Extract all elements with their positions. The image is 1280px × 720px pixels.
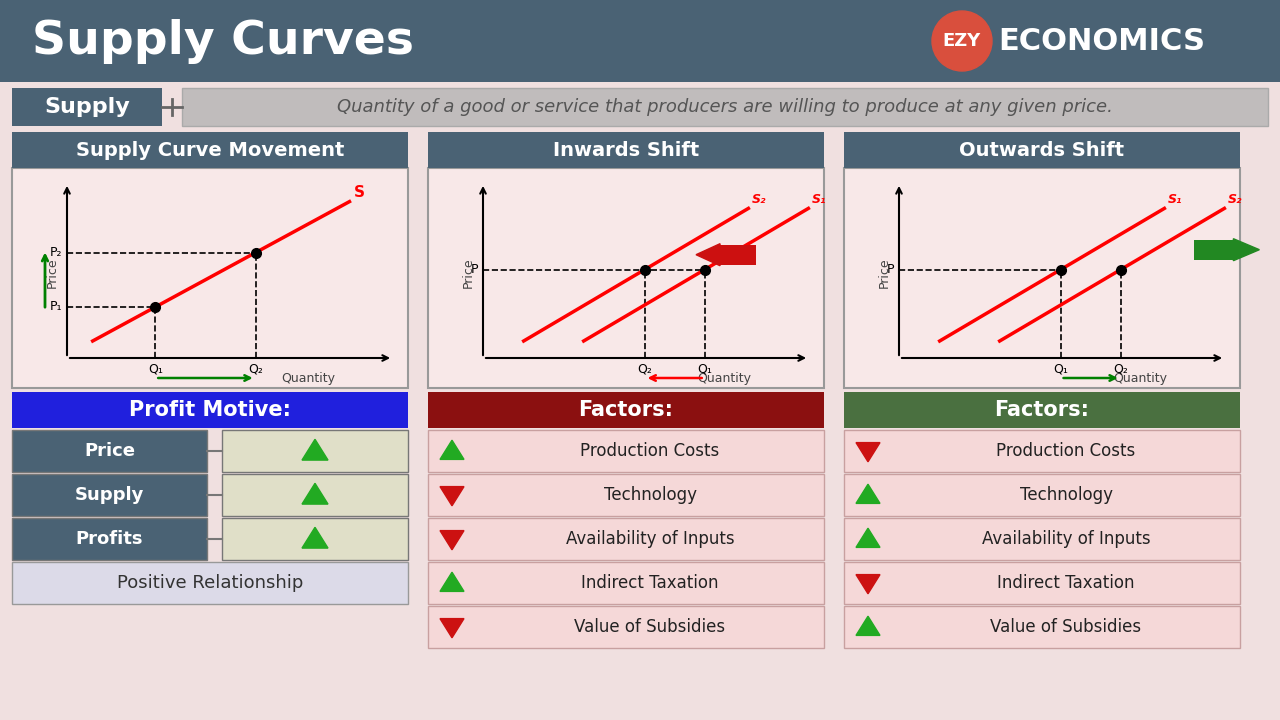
- Bar: [844, 132, 1240, 168]
- Bar: [844, 474, 1240, 516]
- Text: Q₁: Q₁: [1053, 363, 1068, 376]
- Text: EZY: EZY: [943, 32, 982, 50]
- Polygon shape: [440, 440, 465, 459]
- Polygon shape: [856, 616, 881, 636]
- Bar: [428, 430, 824, 472]
- Text: S₂: S₂: [751, 194, 765, 207]
- Bar: [12, 392, 408, 428]
- Bar: [428, 606, 824, 648]
- Polygon shape: [302, 483, 328, 504]
- Text: Price: Price: [84, 442, 134, 460]
- Polygon shape: [440, 572, 465, 591]
- Bar: [12, 474, 207, 516]
- Text: P: P: [471, 263, 477, 276]
- Bar: [12, 518, 207, 560]
- Text: Availability of Inputs: Availability of Inputs: [566, 530, 735, 548]
- Text: Supply Curve Movement: Supply Curve Movement: [76, 140, 344, 160]
- Text: Positive Relationship: Positive Relationship: [116, 574, 303, 592]
- Bar: [844, 168, 1240, 388]
- Polygon shape: [302, 439, 328, 460]
- Text: Supply: Supply: [44, 97, 129, 117]
- Text: S₂: S₂: [1228, 194, 1242, 207]
- Text: Technology: Technology: [603, 486, 696, 504]
- Text: Technology: Technology: [1019, 486, 1112, 504]
- Text: Quantity: Quantity: [1112, 372, 1167, 385]
- Text: Quantity of a good or service that producers are willing to produce at any given: Quantity of a good or service that produ…: [337, 98, 1112, 116]
- Text: Price: Price: [878, 258, 891, 288]
- Bar: [0, 0, 1280, 82]
- Polygon shape: [856, 443, 881, 462]
- Text: Q₂: Q₂: [1114, 363, 1128, 376]
- Bar: [844, 606, 1240, 648]
- Text: Factors:: Factors:: [579, 400, 673, 420]
- Bar: [844, 518, 1240, 560]
- Text: Outwards Shift: Outwards Shift: [960, 140, 1125, 160]
- Text: P: P: [887, 263, 893, 276]
- Text: Value of Subsidies: Value of Subsidies: [991, 618, 1142, 636]
- Text: S₁: S₁: [1167, 194, 1181, 207]
- Circle shape: [932, 11, 992, 71]
- Text: Indirect Taxation: Indirect Taxation: [997, 574, 1135, 592]
- Bar: [844, 430, 1240, 472]
- Bar: [428, 562, 824, 604]
- Text: Supply: Supply: [74, 486, 145, 504]
- Polygon shape: [440, 531, 465, 550]
- Bar: [12, 430, 207, 472]
- Bar: [12, 562, 408, 604]
- Text: Indirect Taxation: Indirect Taxation: [581, 574, 719, 592]
- Bar: [428, 518, 824, 560]
- Text: Q₁: Q₁: [148, 363, 163, 376]
- Text: Quantity: Quantity: [280, 372, 335, 385]
- Bar: [12, 168, 408, 388]
- Polygon shape: [696, 243, 721, 266]
- Polygon shape: [856, 575, 881, 594]
- Bar: [0, 82, 1280, 132]
- Polygon shape: [440, 487, 465, 505]
- Text: S₁: S₁: [812, 194, 826, 207]
- Bar: [182, 88, 1268, 126]
- Polygon shape: [856, 484, 881, 503]
- Text: Supply Curves: Supply Curves: [32, 19, 413, 63]
- Text: Factors:: Factors:: [995, 400, 1089, 420]
- Text: P₂: P₂: [50, 246, 61, 259]
- Text: Inwards Shift: Inwards Shift: [553, 140, 699, 160]
- Polygon shape: [302, 527, 328, 548]
- Bar: [12, 132, 408, 168]
- Text: Q₂: Q₂: [248, 363, 262, 376]
- Bar: [844, 392, 1240, 428]
- Bar: [428, 474, 824, 516]
- Text: S: S: [353, 184, 365, 199]
- Text: Q₂: Q₂: [637, 363, 652, 376]
- Text: Value of Subsidies: Value of Subsidies: [575, 618, 726, 636]
- Bar: [221, 474, 408, 516]
- Polygon shape: [856, 528, 881, 547]
- Text: Profits: Profits: [76, 530, 143, 548]
- Bar: [221, 518, 408, 560]
- Bar: [221, 430, 408, 472]
- Bar: [12, 88, 163, 126]
- Polygon shape: [440, 618, 465, 638]
- Bar: [1194, 240, 1234, 260]
- Text: ECONOMICS: ECONOMICS: [998, 27, 1204, 55]
- Text: Quantity: Quantity: [696, 372, 751, 385]
- Text: Availability of Inputs: Availability of Inputs: [982, 530, 1151, 548]
- Bar: [428, 132, 824, 168]
- Polygon shape: [1234, 239, 1260, 261]
- Text: Profit Motive:: Profit Motive:: [129, 400, 291, 420]
- Text: Price: Price: [462, 258, 475, 288]
- Text: Price: Price: [46, 258, 59, 288]
- Bar: [428, 392, 824, 428]
- Text: P₁: P₁: [50, 300, 61, 313]
- Bar: [844, 562, 1240, 604]
- Text: Q₁: Q₁: [698, 363, 712, 376]
- Text: Production Costs: Production Costs: [580, 442, 719, 460]
- Bar: [428, 168, 824, 388]
- Bar: [721, 245, 756, 264]
- Text: Production Costs: Production Costs: [996, 442, 1135, 460]
